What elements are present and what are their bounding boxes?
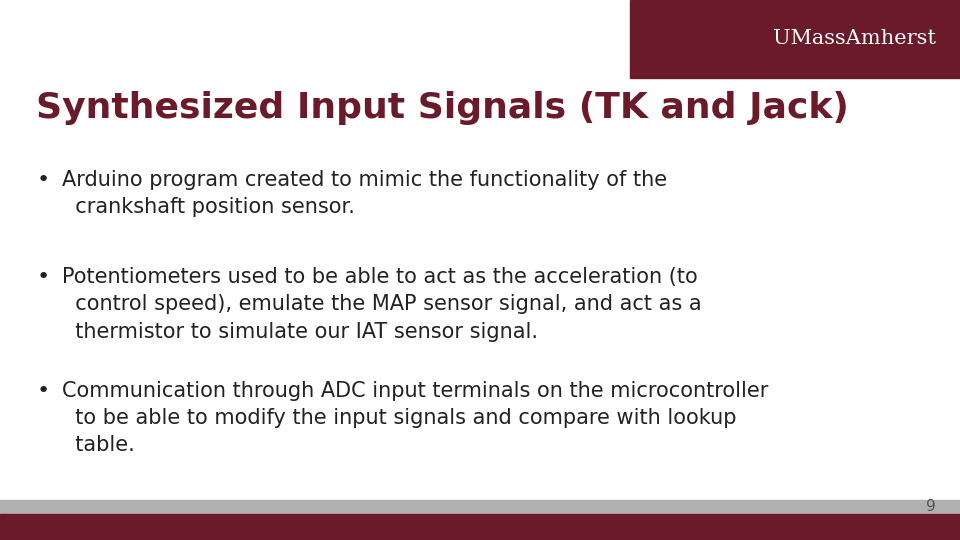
Text: •: • <box>36 267 50 287</box>
Text: UMassAmherst: UMassAmherst <box>773 29 936 49</box>
Text: •: • <box>36 381 50 401</box>
Text: Synthesized Input Signals (TK and Jack): Synthesized Input Signals (TK and Jack) <box>36 91 850 125</box>
Text: Communication through ADC input terminals on the microcontroller
  to be able to: Communication through ADC input terminal… <box>62 381 769 455</box>
Text: 9: 9 <box>926 499 936 514</box>
Bar <box>630 0 960 78</box>
Text: Potentiometers used to be able to act as the acceleration (to
  control speed), : Potentiometers used to be able to act as… <box>62 267 702 342</box>
Bar <box>0 514 960 540</box>
Text: Arduino program created to mimic the functionality of the
  crankshaft position : Arduino program created to mimic the fun… <box>62 170 667 217</box>
Bar <box>0 500 960 514</box>
Text: •: • <box>36 170 50 190</box>
